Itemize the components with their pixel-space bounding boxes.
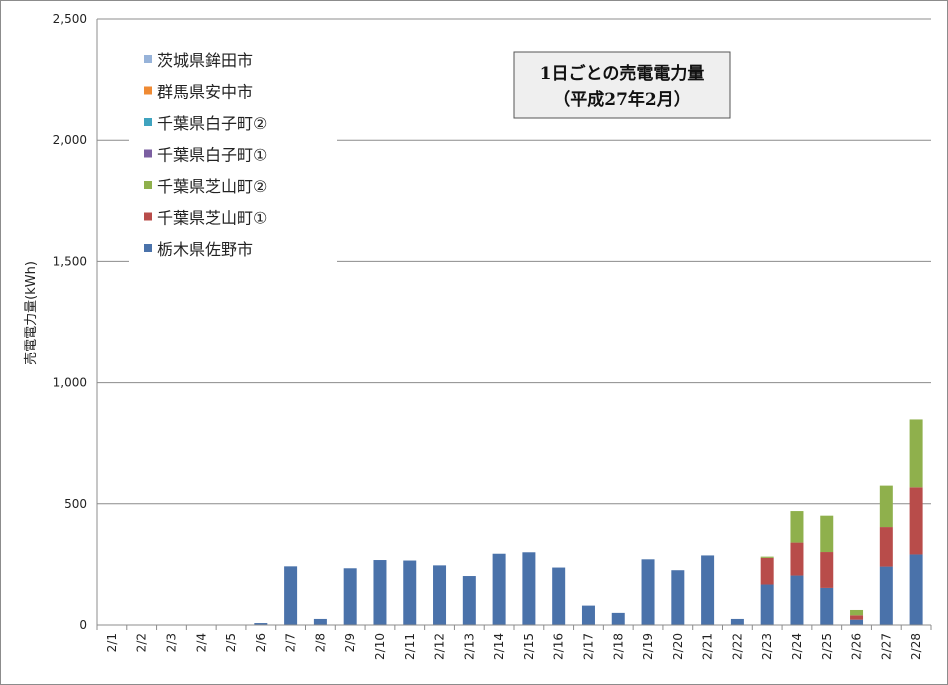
bar-segment xyxy=(790,542,804,576)
y-tick-label: 500 xyxy=(64,497,87,511)
bar-segment xyxy=(790,511,804,543)
bar-segment xyxy=(879,566,893,625)
legend-background xyxy=(129,37,337,265)
legend-label: 千葉県白子町① xyxy=(157,146,267,165)
legend-label: 千葉県芝山町② xyxy=(157,177,267,196)
bar-segment xyxy=(433,565,447,625)
bar-segment xyxy=(760,584,774,625)
bar-segment xyxy=(850,619,864,625)
bar-segment xyxy=(522,552,536,625)
bar-segment xyxy=(820,587,834,625)
x-tick-label: 2/14 xyxy=(492,633,506,660)
bar-segment xyxy=(850,609,864,616)
legend-label: 千葉県白子町② xyxy=(157,114,267,133)
bar-segment xyxy=(254,623,268,625)
x-tick-label: 2/24 xyxy=(790,633,804,660)
legend-swatch xyxy=(144,212,152,221)
bar-segment xyxy=(879,527,893,567)
legend-swatch xyxy=(144,55,152,63)
x-tick-label: 2/5 xyxy=(224,633,238,652)
x-tick-label: 2/2 xyxy=(135,633,149,652)
y-tick-label: 1,500 xyxy=(53,254,87,268)
x-tick-label: 2/8 xyxy=(313,633,327,652)
legend-swatch xyxy=(144,181,152,189)
bar-segment xyxy=(671,570,685,625)
bar-segment xyxy=(790,575,804,625)
bar-segment xyxy=(611,612,625,625)
y-tick-label: 1,000 xyxy=(53,376,87,390)
bar-segment xyxy=(820,515,834,553)
x-tick-label: 2/1 xyxy=(105,633,119,652)
bar-segment xyxy=(284,566,298,625)
y-tick-label: 2,000 xyxy=(53,133,87,147)
legend-label: 茨城県鉾田市 xyxy=(157,51,253,70)
x-tick-label: 2/28 xyxy=(909,633,923,660)
x-tick-label: 2/19 xyxy=(641,633,655,660)
bar-segment xyxy=(760,556,774,558)
legend-swatch xyxy=(144,244,152,252)
bar-segment xyxy=(909,554,923,625)
x-tick-label: 2/21 xyxy=(701,633,715,660)
bar-segment xyxy=(462,576,476,625)
x-tick-label: 2/6 xyxy=(254,633,268,652)
x-tick-label: 2/25 xyxy=(820,633,834,660)
x-tick-label: 2/4 xyxy=(194,633,208,652)
bar-segment xyxy=(552,567,566,625)
x-tick-label: 2/17 xyxy=(581,633,595,660)
bars-layer xyxy=(254,419,923,625)
legend-label: 千葉県芝山町① xyxy=(157,209,267,228)
bar-segment xyxy=(909,419,923,488)
x-tick-label: 2/20 xyxy=(671,633,685,660)
bar-segment xyxy=(492,553,506,625)
bar-segment xyxy=(373,560,387,625)
x-tick-label: 2/9 xyxy=(343,633,357,652)
y-axis-label: 売電電力量(kWh) xyxy=(23,261,39,365)
bar-segment xyxy=(909,487,923,555)
bar-segment xyxy=(343,568,357,625)
y-tick-label: 0 xyxy=(79,618,87,632)
x-tick-label: 2/23 xyxy=(760,633,774,660)
axis-layer: 0 500 1,000 1,500 2,000 2,500 2/1 2/2 2/3 2/4 2/5 2… xyxy=(53,12,932,660)
bar-segment xyxy=(641,559,655,625)
bar-segment xyxy=(879,485,893,528)
legend-swatch xyxy=(144,149,152,158)
x-tick-label: 2/11 xyxy=(403,633,417,660)
chart-subtitle: （平成27年2月） xyxy=(553,89,691,110)
x-tick-label: 2/15 xyxy=(522,633,536,660)
x-tick-label: 2/27 xyxy=(879,633,893,660)
x-tick-label: 2/3 xyxy=(164,633,178,652)
bar-segment xyxy=(403,560,417,625)
chart-title-box: 1日ごとの売電電力量 （平成27年2月） xyxy=(513,51,731,119)
x-tick-label: 2/16 xyxy=(552,633,566,660)
bar-segment xyxy=(820,552,834,588)
bar-segment xyxy=(701,555,715,625)
bar-segment xyxy=(581,605,595,625)
x-tick-label: 2/26 xyxy=(850,633,864,660)
legend-swatch xyxy=(144,118,152,126)
x-tick-label: 2/22 xyxy=(730,633,744,660)
x-tick-label: 2/18 xyxy=(611,633,625,660)
legend-label: 群馬県安中市 xyxy=(157,83,253,102)
title-box-background xyxy=(513,51,731,119)
bar-segment xyxy=(850,615,864,620)
chart-title: 1日ごとの売電電力量 xyxy=(540,63,705,84)
legend-label: 栃木県佐野市 xyxy=(157,240,253,259)
x-tick-label: 2/10 xyxy=(373,633,387,660)
y-tick-label: 2,500 xyxy=(53,12,87,26)
bar-segment xyxy=(313,618,327,625)
x-tick-label: 2/13 xyxy=(462,633,476,660)
bar-segment xyxy=(730,618,744,625)
legend-swatch xyxy=(144,86,152,95)
x-tick-label: 2/12 xyxy=(433,633,447,660)
bar-segment xyxy=(760,557,774,585)
x-tick-label: 2/7 xyxy=(284,633,298,652)
